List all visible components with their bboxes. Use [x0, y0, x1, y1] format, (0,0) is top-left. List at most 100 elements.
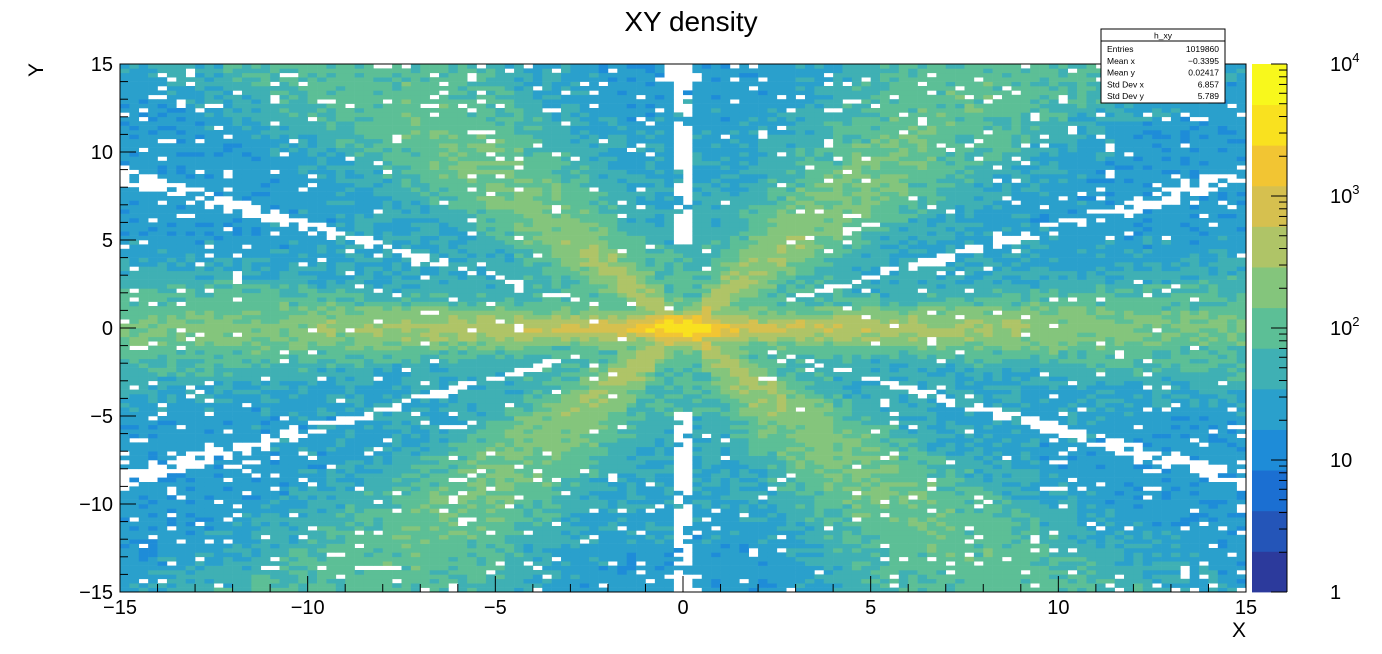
heatmap-cell — [176, 517, 186, 522]
heatmap-cell — [429, 508, 440, 514]
heatmap-cell — [363, 121, 374, 126]
heatmap-cell — [382, 121, 393, 126]
heatmap-cell — [129, 460, 140, 465]
heatmap-cell — [476, 125, 487, 131]
heatmap-cell — [476, 534, 487, 540]
heatmap-cell — [448, 574, 459, 580]
heatmap-cell — [345, 578, 355, 584]
heatmap-cell — [176, 389, 186, 395]
heatmap-cell — [495, 165, 506, 170]
heatmap-cell — [232, 143, 243, 148]
heatmap-cell — [401, 482, 412, 487]
heatmap-cell — [523, 332, 534, 338]
heatmap-cell — [213, 306, 224, 311]
heatmap-cell — [467, 490, 477, 496]
heatmap-cell — [204, 310, 215, 316]
heatmap-cell — [279, 314, 290, 320]
heatmap-cell — [157, 292, 168, 298]
heatmap-cell — [467, 477, 477, 483]
heatmap-cell — [373, 297, 384, 302]
heatmap-cell — [439, 543, 449, 549]
heatmap-cell — [307, 72, 318, 78]
heatmap-cell — [439, 521, 449, 527]
heatmap-cell — [485, 147, 496, 153]
heatmap-cell — [241, 187, 252, 192]
heatmap-cell — [195, 240, 205, 245]
heatmap-cell — [138, 548, 149, 553]
heatmap-cell — [166, 165, 177, 170]
heatmap-cell — [420, 424, 430, 430]
heatmap-cell — [185, 138, 196, 144]
heatmap-cell — [420, 376, 430, 382]
heatmap-cell — [467, 116, 477, 122]
heatmap-cell — [204, 416, 215, 421]
heatmap-cell — [401, 517, 412, 522]
heatmap-cell — [532, 486, 543, 492]
heatmap-cell — [138, 319, 149, 324]
heatmap-cell — [213, 482, 224, 487]
heatmap-cell — [504, 253, 515, 258]
heatmap-cell — [279, 583, 290, 588]
heatmap-cell — [157, 530, 168, 536]
heatmap-cell — [317, 574, 327, 580]
heatmap-cell — [195, 424, 205, 430]
heatmap-cell — [439, 583, 449, 588]
heatmap-cell — [420, 200, 430, 206]
heatmap-cell — [514, 134, 524, 140]
heatmap-cell — [354, 279, 365, 285]
heatmap-cell — [457, 94, 468, 100]
heatmap-cell — [288, 182, 299, 188]
heatmap-cell — [429, 552, 440, 558]
heatmap-cell — [260, 165, 271, 170]
heatmap-cell — [138, 574, 149, 580]
heatmap-cell — [129, 420, 140, 426]
heatmap-cell — [251, 165, 262, 170]
heatmap-cell — [166, 108, 177, 113]
heatmap-cell — [223, 389, 233, 395]
heatmap-cell — [363, 99, 374, 104]
heatmap-cell — [279, 424, 290, 430]
heatmap-cell — [120, 354, 130, 360]
heatmap-cell — [448, 433, 459, 439]
heatmap-cell — [326, 218, 337, 223]
heatmap-cell — [204, 319, 215, 324]
heatmap-cell — [204, 367, 215, 373]
heatmap-cell — [335, 301, 346, 307]
heatmap-cell — [354, 178, 365, 184]
heatmap-cell — [467, 306, 477, 311]
heatmap-cell — [429, 499, 440, 505]
heatmap-cell — [448, 204, 459, 210]
heatmap-cell — [392, 486, 402, 492]
heatmap-cell — [129, 284, 140, 289]
heatmap-cell — [195, 504, 205, 509]
heatmap-cell — [345, 213, 355, 219]
heatmap-cell — [279, 380, 290, 386]
heatmap-cell — [485, 394, 496, 399]
heatmap-cell — [476, 121, 487, 126]
heatmap-cell — [241, 112, 252, 118]
heatmap-cell — [148, 367, 158, 373]
heatmap-cell — [213, 275, 224, 280]
heatmap-cell — [232, 574, 243, 580]
heatmap-cell — [138, 244, 149, 250]
heatmap-cell — [298, 112, 308, 118]
heatmap-cell — [307, 477, 318, 483]
heatmap-cell — [504, 319, 515, 324]
heatmap-cell — [514, 90, 524, 96]
heatmap-cell — [326, 134, 337, 140]
heatmap-cell — [204, 257, 215, 263]
heatmap-cell — [213, 530, 224, 536]
heatmap-cell — [279, 552, 290, 558]
heatmap-cell — [185, 279, 196, 285]
heatmap-cell — [401, 156, 412, 162]
heatmap-cell — [354, 103, 365, 109]
heatmap-cell — [148, 288, 158, 294]
heatmap-cell — [195, 279, 205, 285]
heatmap-cell — [420, 130, 430, 135]
heatmap-cell — [279, 94, 290, 100]
heatmap-cell — [176, 160, 186, 166]
heatmap-cell — [279, 130, 290, 135]
heatmap-cell — [138, 372, 149, 377]
heatmap-cell — [176, 270, 186, 276]
heatmap-cell — [288, 169, 299, 175]
